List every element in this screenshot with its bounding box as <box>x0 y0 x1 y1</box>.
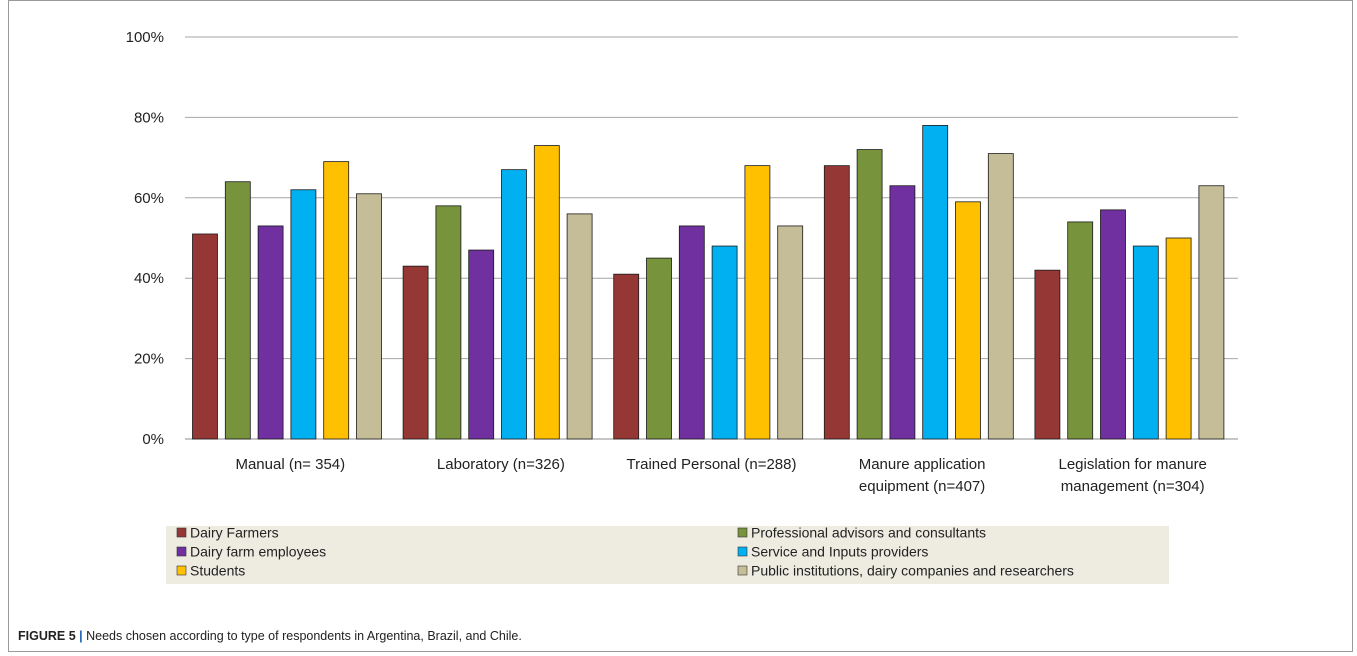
bar <box>291 190 316 439</box>
legend-label: Service and Inputs providers <box>751 544 928 560</box>
legend-label: Professional advisors and consultants <box>751 525 986 541</box>
bar <box>1101 210 1126 439</box>
bar <box>778 226 803 439</box>
bar <box>988 154 1013 439</box>
bar <box>647 258 672 439</box>
bar <box>567 214 592 439</box>
bar <box>956 202 981 439</box>
legend: Dairy Farmers Professional advisors and c… <box>166 525 1169 585</box>
bar <box>469 250 494 439</box>
y-axis-ticks: 0% 20% 40% 60% 80% 100% <box>126 29 164 448</box>
figure-label: FIGURE 5 <box>18 629 76 643</box>
x-axis-labels: Manual (n= 354) Laboratory (n=326) Trained… <box>235 456 1206 495</box>
bar <box>679 226 704 439</box>
bar <box>1199 186 1224 439</box>
x-tick-label: equipment (n=407) <box>859 478 985 495</box>
bar <box>923 125 948 439</box>
y-tick-label: 40% <box>134 270 164 287</box>
y-tick-label: 0% <box>142 431 164 448</box>
bar <box>1068 222 1093 439</box>
bar <box>890 186 915 439</box>
x-tick-label: Manure application <box>859 456 986 473</box>
y-tick-label: 100% <box>126 29 164 46</box>
bars <box>193 125 1224 439</box>
caption-separator: | <box>79 629 83 643</box>
bar <box>225 182 250 439</box>
legend-label: Students <box>190 563 245 579</box>
figure-caption: FIGURE 5 | Needs chosen according to typ… <box>18 629 522 643</box>
y-tick-label: 80% <box>134 109 164 126</box>
y-tick-label: 20% <box>134 351 164 368</box>
bar <box>324 162 349 439</box>
bar <box>1133 246 1158 439</box>
legend-swatch <box>177 528 186 537</box>
legend-swatch <box>177 547 186 556</box>
legend-label: Dairy farm employees <box>190 544 326 560</box>
x-tick-label: Legislation for manure <box>1058 456 1206 473</box>
bar <box>534 146 559 439</box>
legend-label: Dairy Farmers <box>190 525 279 541</box>
bar <box>258 226 283 439</box>
y-tick-label: 60% <box>134 190 164 207</box>
x-tick-label: Manual (n= 354) <box>235 456 345 473</box>
x-tick-label: Laboratory (n=326) <box>437 456 565 473</box>
bar <box>502 170 527 439</box>
bar <box>712 246 737 439</box>
bar <box>193 234 218 439</box>
bar <box>745 166 770 439</box>
caption-text: Needs chosen according to type of respon… <box>86 629 522 643</box>
bar <box>1166 238 1191 439</box>
bar <box>357 194 382 439</box>
legend-swatch <box>738 528 747 537</box>
bar <box>403 266 428 439</box>
bar <box>857 150 882 439</box>
bar <box>1035 270 1060 439</box>
legend-label: Public institutions, dairy companies and… <box>751 563 1074 579</box>
legend-swatch <box>738 547 747 556</box>
bar <box>824 166 849 439</box>
x-tick-label: management (n=304) <box>1061 478 1205 495</box>
legend-swatch <box>738 566 747 575</box>
bar <box>614 274 639 439</box>
bar <box>436 206 461 439</box>
legend-swatch <box>177 566 186 575</box>
x-tick-label: Trained Personal (n=288) <box>627 456 797 473</box>
